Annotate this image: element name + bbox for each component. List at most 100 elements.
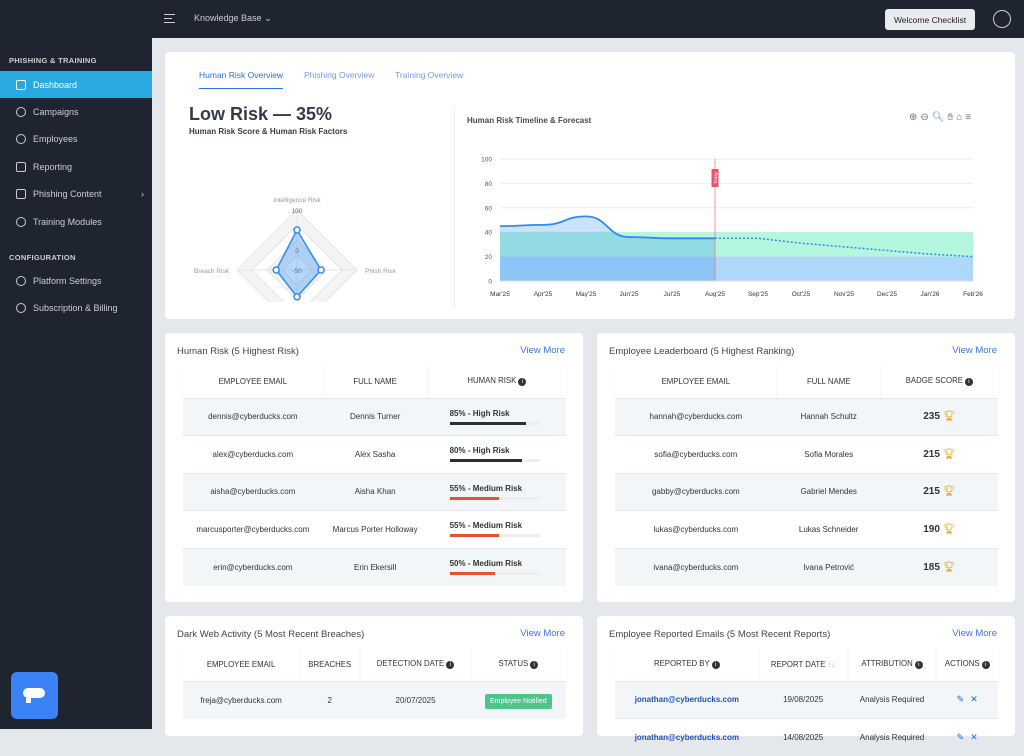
view-more-link[interactable]: View More <box>952 628 997 639</box>
info-icon[interactable]: i <box>712 661 720 669</box>
dollar-icon <box>16 303 26 313</box>
user-avatar-icon[interactable] <box>993 10 1011 28</box>
edit-icon[interactable]: ✎ <box>957 732 965 742</box>
label: Reporting <box>33 162 72 172</box>
y-tick-label: 0 <box>488 279 492 286</box>
x-tick-label: Dec'25 <box>877 291 897 297</box>
sidebar-item-training-modules[interactable]: Training Modules <box>0 208 152 235</box>
full-name: Alex Sasha <box>323 436 428 474</box>
app-logo[interactable] <box>11 672 58 719</box>
card-title: Human Risk (5 Highest Risk) <box>177 346 299 357</box>
x-tick-label: Jan'26 <box>921 291 940 297</box>
col-header-sortable[interactable]: REPORT DATE ↑↓ <box>759 648 848 681</box>
label: Employees <box>33 134 78 144</box>
full-name: Dennis Turner <box>323 398 428 436</box>
risk-label: 85% - High Risk <box>450 409 566 418</box>
x-tick-label: Mar'25 <box>490 291 510 297</box>
view-more-link[interactable]: View More <box>520 345 565 356</box>
knowledge-base-dropdown[interactable]: Knowledge Base ⌄ <box>194 13 272 24</box>
section-heading: CONFIGURATION <box>0 253 85 262</box>
risk-score-subtitle: Human Risk Score & Human Risk Factors <box>189 127 347 136</box>
chevron-right-icon: › <box>141 189 144 199</box>
info-icon[interactable]: i <box>982 661 990 669</box>
delete-icon[interactable]: ✕ <box>970 694 978 704</box>
label: REPORTED BY <box>654 659 710 668</box>
zoom-in-icon[interactable]: ⊕ <box>909 112 917 123</box>
label: Platform Settings <box>33 276 102 286</box>
menu-toggle-icon[interactable] <box>164 14 175 23</box>
gear-icon <box>16 276 26 286</box>
human-risk-cell: 55% - Medium Risk <box>428 511 566 549</box>
delete-icon[interactable]: ✕ <box>970 732 978 742</box>
x-tick-label: Jun'25 <box>620 291 639 297</box>
label: ACTIONS <box>945 659 980 668</box>
employee-email: aisha@cyberducks.com <box>183 473 323 511</box>
x-tick-label: May'25 <box>576 291 597 297</box>
badge-score: 215 <box>923 449 940 460</box>
sidebar-item-phishing-content[interactable]: Phishing Content› <box>0 180 152 207</box>
view-more-link[interactable]: View More <box>520 628 565 639</box>
col-header: FULL NAME <box>777 365 881 398</box>
sort-icon[interactable]: ↑↓ <box>828 660 836 669</box>
label: ATTRIBUTION <box>861 659 912 668</box>
zoom-out-icon[interactable]: ⊖ <box>920 112 928 123</box>
sidebar-item-platform-settings[interactable]: Platform Settings <box>0 267 152 294</box>
x-tick-label: Nov'25 <box>834 291 854 297</box>
menu-icon[interactable]: ≡ <box>965 112 971 123</box>
info-icon[interactable]: i <box>518 378 526 386</box>
zoom-select-icon[interactable]: 🔍︎ <box>932 112 945 123</box>
sidebar-item-employees[interactable]: Employees <box>0 125 152 152</box>
human-risk-cell: 80% - High Risk <box>428 436 566 474</box>
chevron-down-icon: ⌄ <box>264 13 272 23</box>
info-icon[interactable]: i <box>965 378 973 386</box>
radar-point <box>294 294 300 300</box>
section-heading: PHISHING & TRAINING <box>0 56 106 65</box>
col-header: EMPLOYEE EMAIL <box>183 365 323 398</box>
leaderboard-card: Employee Leaderboard (5 Highest Ranking)… <box>597 333 1015 602</box>
full-name: Marcus Porter Holloway <box>323 511 428 549</box>
tab-phishing-overview[interactable]: Phishing Overview <box>304 70 374 80</box>
employee-email: alex@cyberducks.com <box>183 436 323 474</box>
reported-by-link[interactable]: jonathan@cyberducks.com <box>635 733 739 742</box>
sidebar-item-dashboard[interactable]: Dashboard <box>0 71 152 98</box>
info-icon[interactable]: i <box>915 661 923 669</box>
y-tick-label: 60 <box>485 205 493 212</box>
employee-email: sofia@cyberducks.com <box>615 436 777 474</box>
sidebar-item-reporting[interactable]: Reporting <box>0 153 152 180</box>
status-cell: Employee Notified <box>471 681 566 719</box>
info-icon[interactable]: i <box>446 661 454 669</box>
y-tick-label: 20 <box>485 254 493 261</box>
trophy-icon: 🏆︎ <box>940 524 955 535</box>
sidebar-item-subscription-billing[interactable]: Subscription & Billing <box>0 294 152 321</box>
welcome-checklist-button[interactable]: Welcome Checklist <box>885 9 975 30</box>
risk-progress-bar <box>450 459 540 462</box>
sidebar-item-campaigns[interactable]: Campaigns <box>0 98 152 125</box>
tab-human-risk-overview[interactable]: Human Risk Overview <box>199 70 283 89</box>
badge-score-cell: 215 🏆︎ <box>881 436 998 474</box>
reported-by-link[interactable]: jonathan@cyberducks.com <box>635 695 739 704</box>
x-tick-label: Sep'25 <box>748 291 768 297</box>
risk-score-title: Low Risk — 35% <box>189 104 332 125</box>
label: STATUS <box>499 659 529 668</box>
radar-axis-label: Phish Risk <box>365 268 396 275</box>
pan-hand-icon[interactable]: ✋︎ <box>947 112 953 123</box>
radar-axis-label: Intelligence Risk <box>273 197 321 204</box>
info-icon[interactable]: i <box>530 661 538 669</box>
view-more-link[interactable]: View More <box>952 345 997 356</box>
y-tick-label: 40 <box>485 230 493 237</box>
edit-icon[interactable]: ✎ <box>957 694 965 704</box>
badge-score-cell: 185 🏆︎ <box>881 548 998 586</box>
topbar: Knowledge Base ⌄ Welcome Checklist <box>152 0 1024 38</box>
timeline-title: Human Risk Timeline & Forecast <box>467 116 591 125</box>
home-icon[interactable]: ⌂ <box>956 112 962 123</box>
employee-email: ivana@cyberducks.com <box>615 548 777 586</box>
full-name: Hannah Schultz <box>777 398 881 436</box>
tab-training-overview[interactable]: Training Overview <box>395 70 463 80</box>
